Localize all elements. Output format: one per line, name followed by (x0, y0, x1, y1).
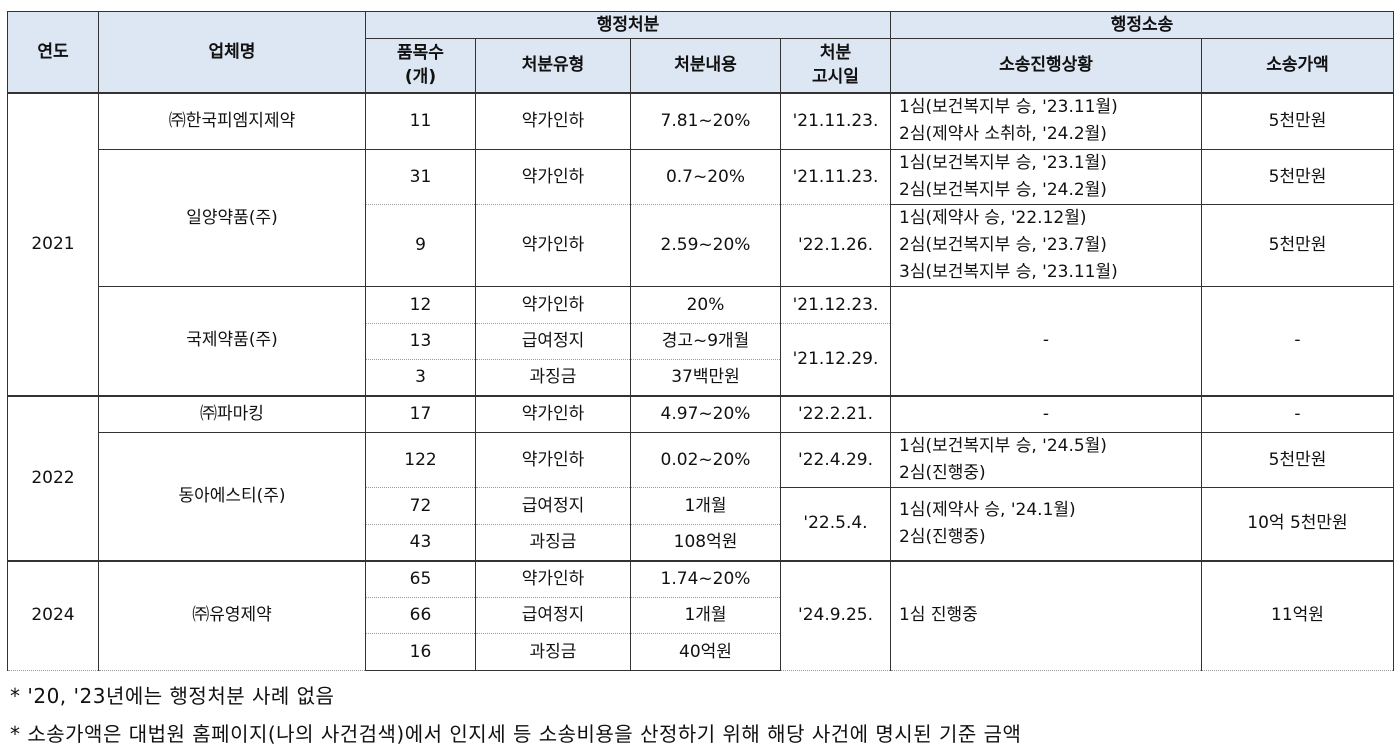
company-cell: 국제약품(주) (98, 286, 366, 396)
status-cell: 1심(보건복지부 승, '24.5월) 2심(진행중) (890, 432, 1202, 488)
company-cell: 일양약품(주) (98, 149, 366, 287)
table-row: 3 과징금 37백만원 (8, 359, 1394, 396)
status-cell: 1심(제약사 승, '24.1월) 2심(진행중) (890, 487, 1202, 561)
header-admin-disposition: 행정처분 (365, 11, 891, 39)
header-item-count: 품목수 (개) (365, 38, 476, 93)
status-cell: 1심 진행중 (890, 559, 1202, 671)
company-cell: ㈜한국피엠지제약 (98, 91, 366, 150)
header-year: 연도 (7, 11, 99, 93)
table-row: 국제약품(주) 12 약가인하 20% '21.12.23. - - (8, 286, 1394, 396)
header-notice-date: 처분 고시일 (780, 38, 891, 93)
table-row: 66 급여정지 1개월 (8, 597, 1394, 634)
table-row: 일양약품(주) 31 약가인하 0.7~20% '21.11.23. 1심(보건… (8, 149, 1394, 287)
table-row: 2022 ㈜파마킹 17 약가인하 4.97~20% '22.2.21. - - (7, 394, 1394, 561)
status-cell: 1심(보건복지부 승, '23.11월) 2심(제약사 소취하, '24.2월) (890, 91, 1202, 150)
year-cell: 2024 (7, 559, 99, 671)
table-row: 72 급여정지 1개월 '22.5.4. 1심(제약사 승, '24.1월) 2심… (8, 487, 1394, 561)
lawsuit-table: 연도 업체명 행정처분 행정소송 품목수 (개) 처분유형 처분내용 처분 고시일 … (7, 11, 1394, 671)
table-row: 동아에스티(주) 122 약가인하 0.02~20% '22.4.29. 1심(… (8, 432, 1394, 561)
table-row: 2021 ㈜한국피엠지제약 11 약가인하 7.81~20% '21.11.23… (7, 91, 1394, 396)
status-cell: - (890, 394, 1202, 433)
header-disposition-type: 처분유형 (475, 38, 631, 93)
table-row: 16 과징금 40억원 (8, 633, 1394, 671)
table-row: 2024 ㈜유영제약 65 약가인하 1.74~20% '24.9.25. 1심… (7, 559, 1394, 671)
header-admin-lawsuit: 행정소송 (890, 11, 1394, 39)
footnote-no-cases: * '20, '23년에는 행정처분 사례 없음 (10, 684, 335, 708)
header-company: 업체명 (98, 11, 366, 93)
company-cell: ㈜유영제약 (98, 559, 366, 671)
year-cell: 2021 (7, 91, 99, 396)
header-lawsuit-status: 소송진행상황 (890, 38, 1202, 93)
header-lawsuit-value: 소송가액 (1201, 38, 1394, 93)
header-disposition-detail: 처분내용 (630, 38, 781, 93)
year-cell: 2022 (7, 394, 99, 561)
company-cell: ㈜파마킹 (98, 394, 366, 433)
company-cell: 동아에스티(주) (98, 432, 366, 561)
table-row: 9 약가인하 2.59~20% '22.1.26. 1심(제약사 승, '22.… (8, 204, 1394, 287)
footnote-lawsuit-value: * 소송가액은 대법원 홈페이지(나의 사건검색)에서 인지세 등 소송비용을 … (10, 722, 1022, 746)
status-cell: - (890, 286, 1202, 396)
status-cell: 1심(보건복지부 승, '23.1월) 2심(보건복지부 승, '24.2월) (890, 149, 1202, 205)
status-cell: 1심(제약사 승, '22.12월) 2심(보건복지부 승, '23.7월) 3심(… (890, 204, 1202, 287)
